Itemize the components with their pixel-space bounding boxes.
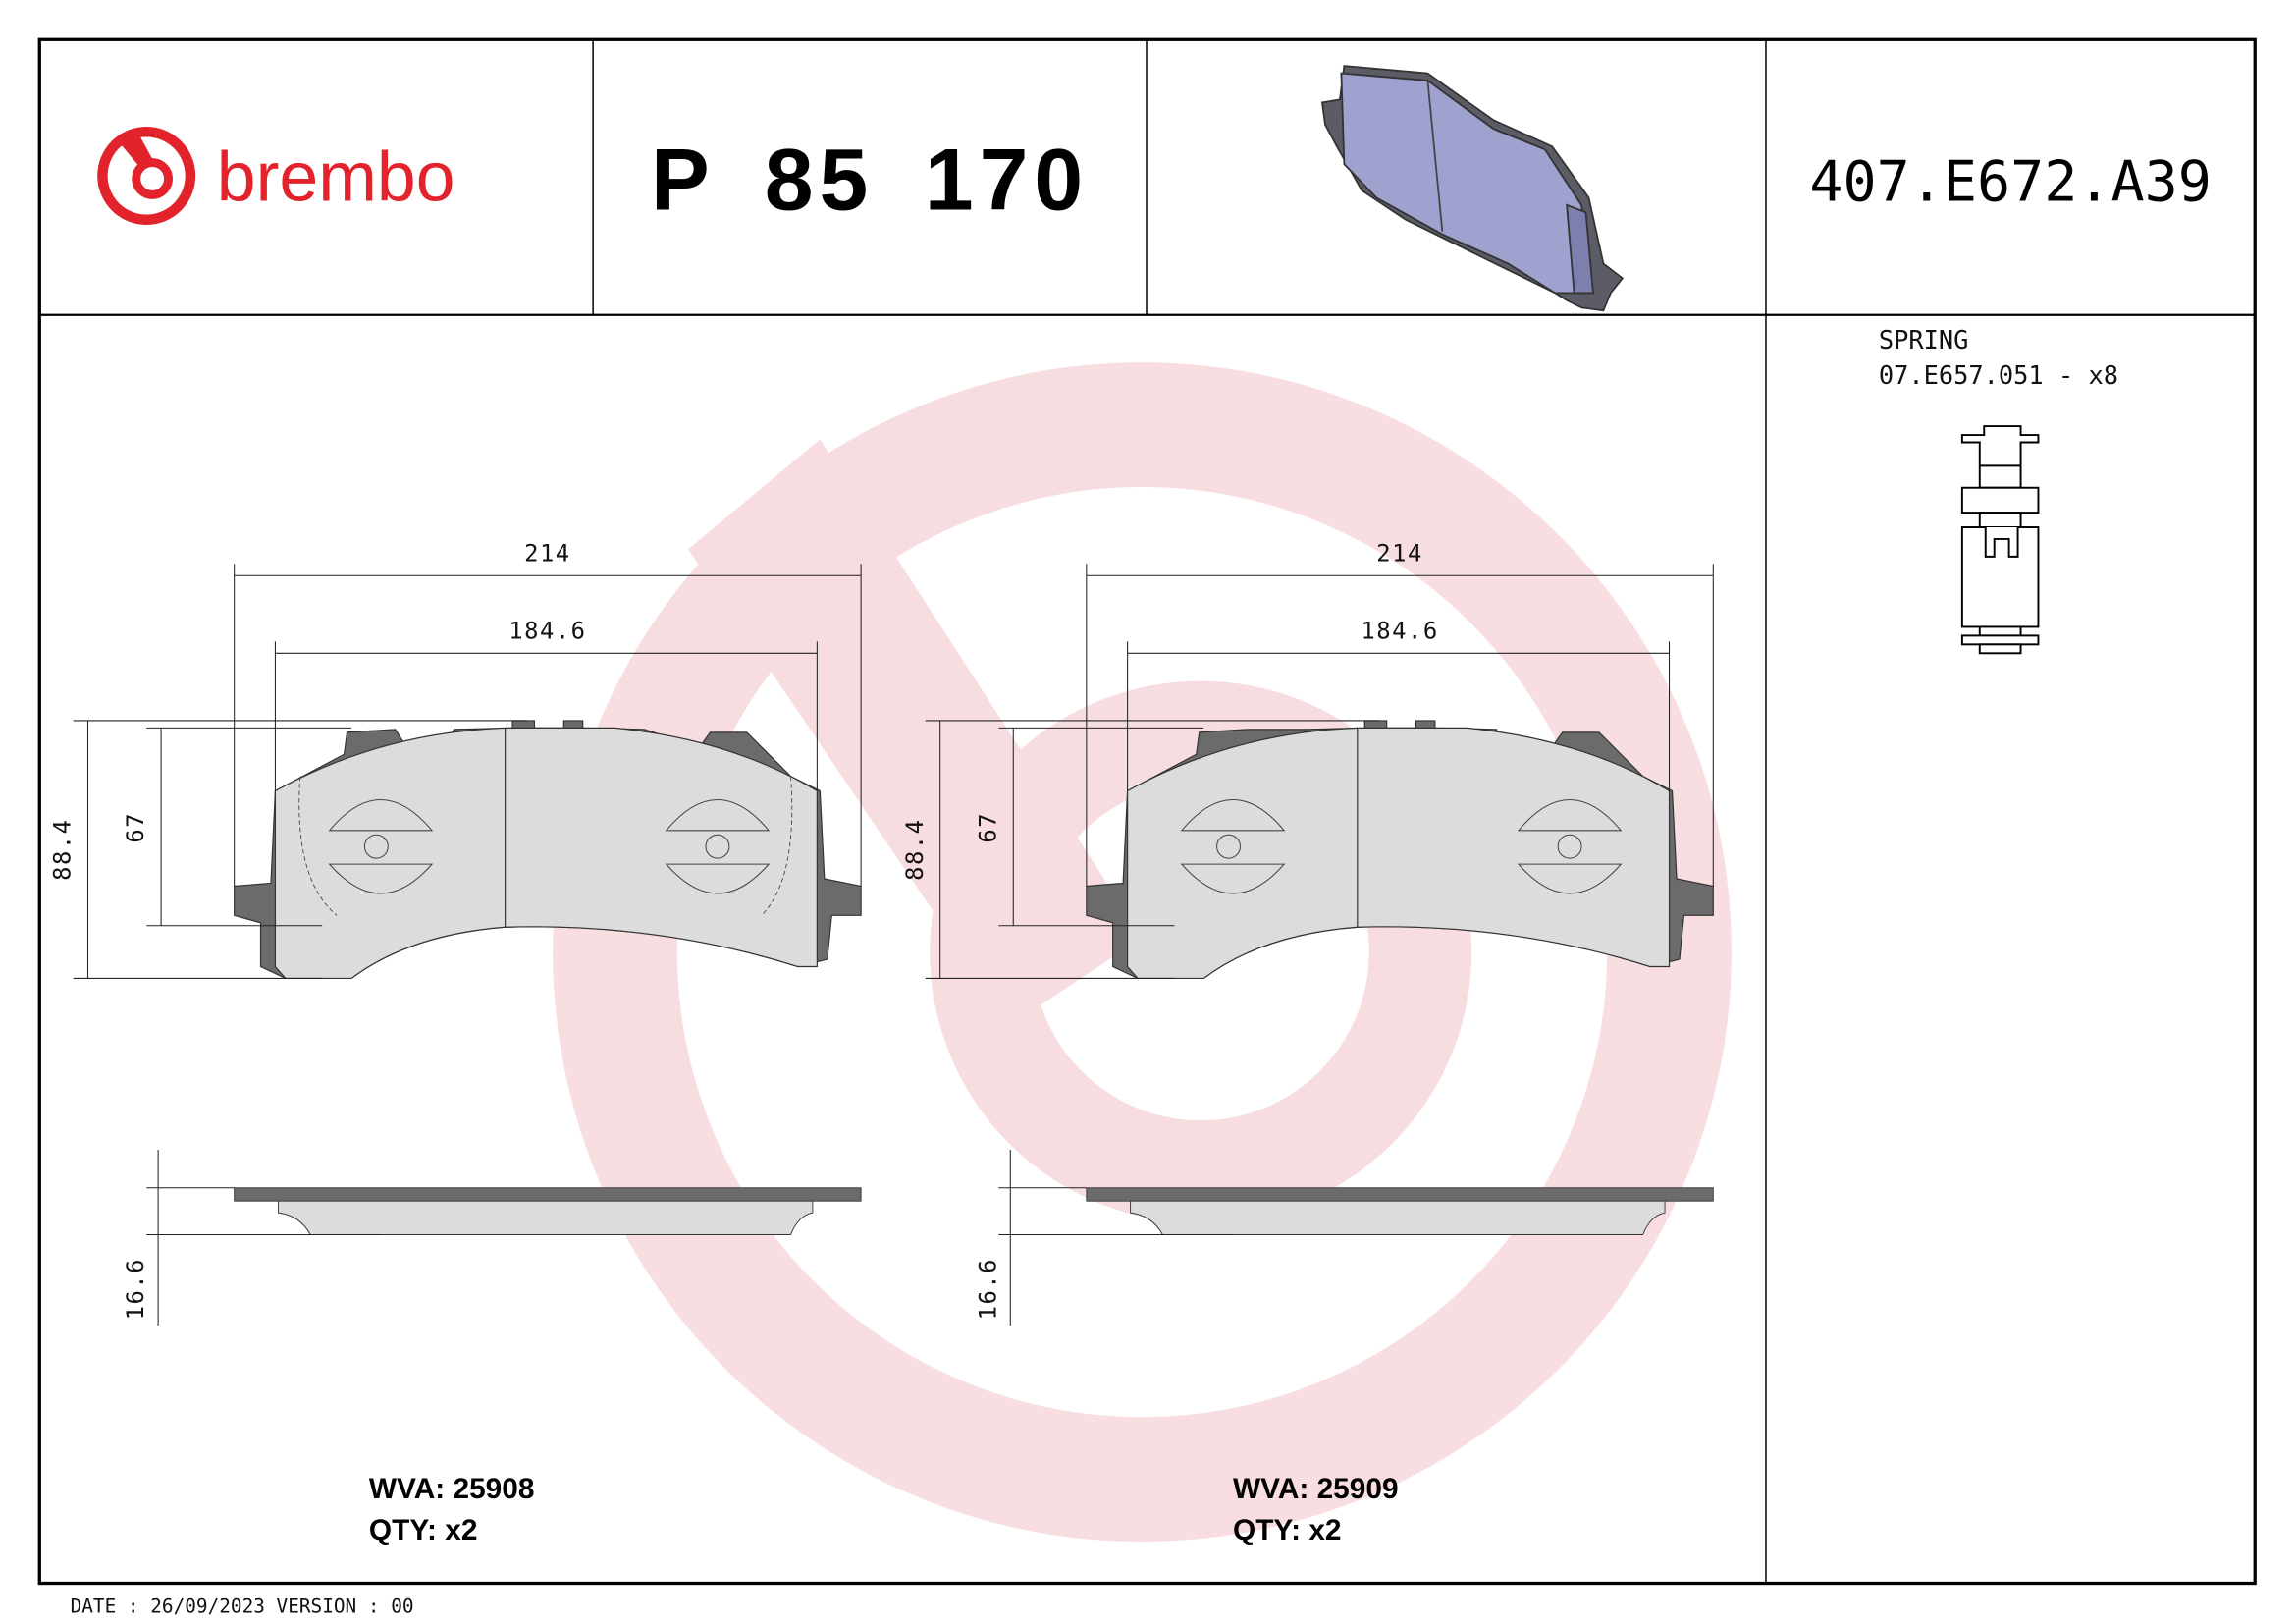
sheet-frame	[37, 37, 2257, 1586]
dim-overall-height: 88.4	[49, 818, 77, 880]
pad-front-view	[234, 720, 862, 980]
dimension-lines	[925, 564, 1714, 979]
part-number: P 85 170	[651, 130, 1089, 228]
dimension-lines	[73, 564, 862, 979]
wva-number: WVA: 25909	[1233, 1473, 1399, 1505]
dim-thickness: 16.6	[122, 1258, 149, 1320]
pad-side-view	[998, 1149, 1714, 1326]
dim-friction-width: 184.6	[508, 617, 586, 644]
quantity: QTY: x2	[1233, 1514, 1342, 1546]
oe-code: 407.E672.A39	[1809, 149, 2211, 214]
dim-friction-height: 67	[122, 812, 149, 843]
pad-front-view	[1086, 720, 1714, 980]
spring-clip-icon	[1960, 425, 2040, 655]
dim-overall-width: 214	[1376, 539, 1423, 567]
quantity: QTY: x2	[369, 1514, 478, 1546]
pad-drawing-2: 214 184.6 88.4 67 16.6 WVA: 25909 QTY: x…	[901, 539, 1714, 1546]
brembo-logo-icon	[97, 127, 196, 225]
pad-drawing-1: 214 184.6 88.4 67 16.6 WVA: 25908 QTY: x…	[49, 539, 862, 1546]
date-version: DATE : 26/09/2023 VERSION : 00	[71, 1595, 414, 1617]
pad-render-image	[1321, 65, 1625, 312]
dim-friction-height: 67	[974, 812, 1001, 843]
dim-thickness: 16.6	[974, 1258, 1001, 1320]
brand-name: brembo	[217, 137, 455, 216]
accessory-label: SPRING	[1879, 325, 1969, 354]
wva-number: WVA: 25908	[369, 1473, 535, 1505]
accessory-code: 07.E657.051 - x8	[1879, 360, 2118, 390]
brembo-logo: brembo	[97, 127, 455, 225]
dim-overall-height: 88.4	[901, 818, 929, 880]
pad-side-view	[146, 1149, 862, 1326]
dim-overall-width: 214	[524, 539, 571, 567]
dim-friction-width: 184.6	[1361, 617, 1438, 644]
